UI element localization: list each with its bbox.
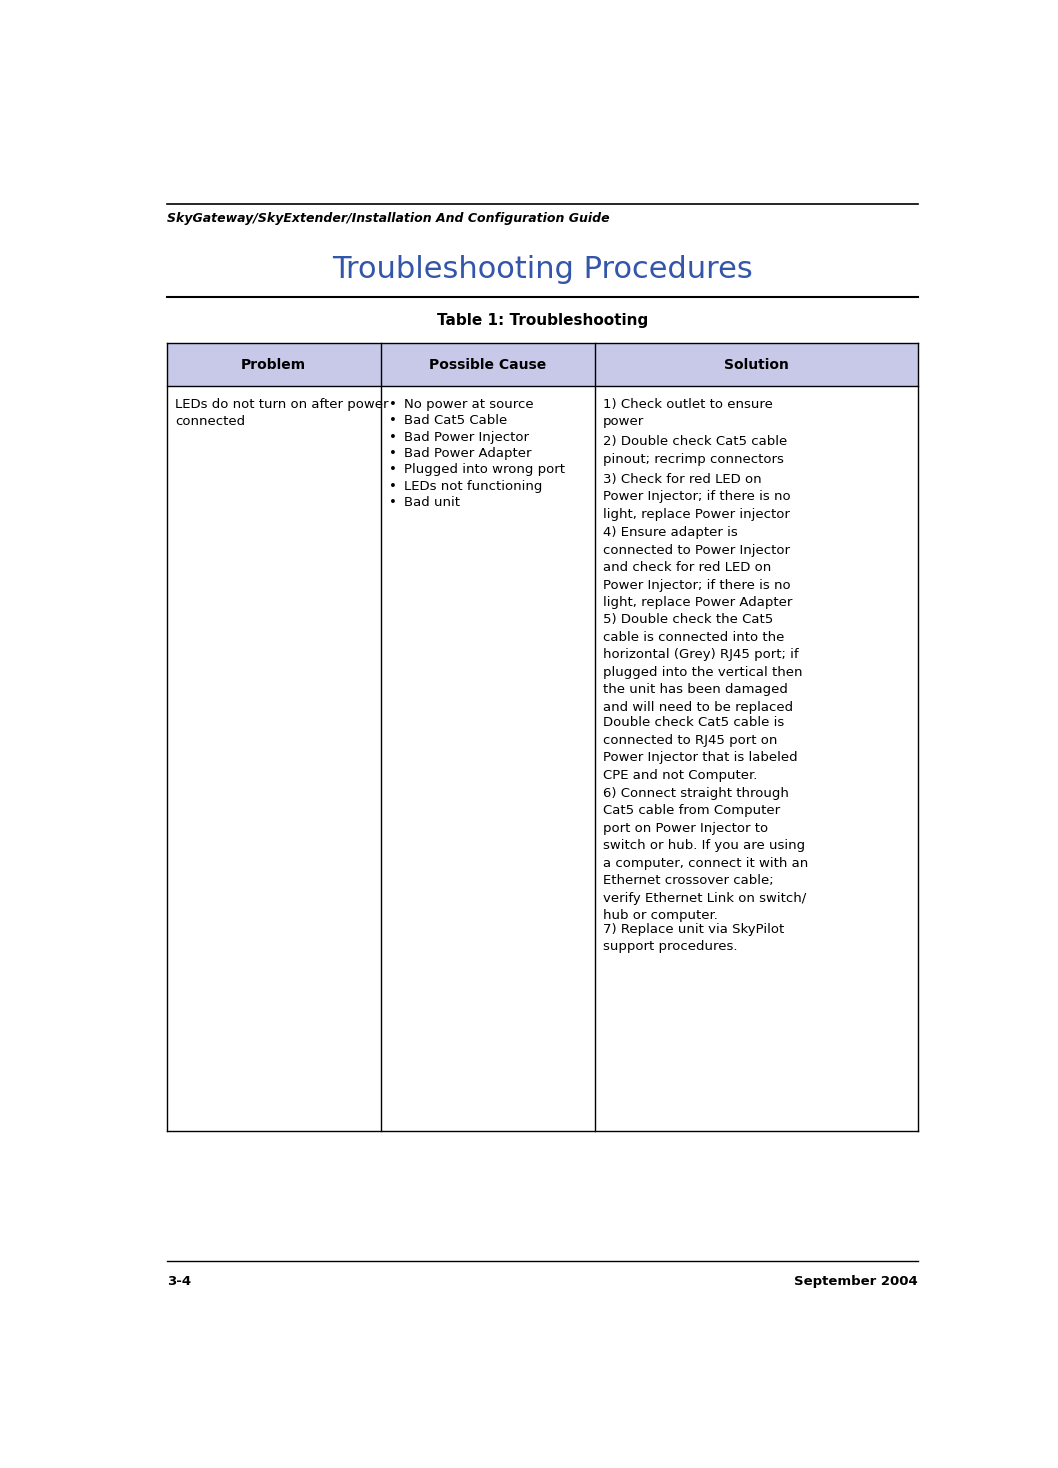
Text: Bad Power Injector: Bad Power Injector [404,430,529,443]
Text: Bad Cat5 Cable: Bad Cat5 Cable [404,414,507,427]
Text: Table 1: Troubleshooting: Table 1: Troubleshooting [437,313,647,327]
Text: •: • [389,448,397,459]
Text: •: • [389,464,397,477]
Text: 4) Ensure adapter is
connected to Power Injector
and check for red LED on
Power : 4) Ensure adapter is connected to Power … [603,527,792,609]
Text: No power at source: No power at source [404,398,533,411]
Text: Bad Power Adapter: Bad Power Adapter [404,448,531,459]
Text: 5) Double check the Cat5
cable is connected into the
horizontal (Grey) RJ45 port: 5) Double check the Cat5 cable is connec… [603,614,803,713]
Text: 3-4: 3-4 [167,1274,190,1287]
Text: 3) Check for red LED on
Power Injector; if there is no
light, replace Power inje: 3) Check for red LED on Power Injector; … [603,473,790,521]
Text: 7) Replace unit via SkyPilot
support procedures.: 7) Replace unit via SkyPilot support pro… [603,923,784,953]
Text: 1) Check outlet to ensure
power: 1) Check outlet to ensure power [603,398,773,429]
Text: Possible Cause: Possible Cause [430,358,546,371]
Text: •: • [389,430,397,443]
Text: Solution: Solution [724,358,788,371]
Text: LEDs not functioning: LEDs not functioning [404,480,542,493]
Text: Plugged into wrong port: Plugged into wrong port [404,464,565,477]
Text: •: • [389,480,397,493]
Text: LEDs do not turn on after power
connected: LEDs do not turn on after power connecte… [175,398,388,429]
Text: Double check Cat5 cable is
connected to RJ45 port on
Power Injector that is labe: Double check Cat5 cable is connected to … [603,716,798,782]
Bar [167,344,381,386]
Bar [595,344,917,386]
Text: 6) Connect straight through
Cat5 cable from Computer
port on Power Injector to
s: 6) Connect straight through Cat5 cable f… [603,787,808,922]
Text: Troubleshooting Procedures: Troubleshooting Procedures [332,255,752,285]
Text: Bad unit: Bad unit [404,496,460,509]
Text: 2) Double check Cat5 cable
pinout; recrimp connectors: 2) Double check Cat5 cable pinout; recri… [603,435,787,465]
Text: Problem: Problem [241,358,306,371]
Text: SkyGateway/SkyExtender/Installation And Configuration Guide: SkyGateway/SkyExtender/Installation And … [167,213,609,225]
Text: •: • [389,414,397,427]
Text: September 2004: September 2004 [794,1274,917,1287]
Text: •: • [389,398,397,411]
Bar [381,344,595,386]
Text: •: • [389,496,397,509]
